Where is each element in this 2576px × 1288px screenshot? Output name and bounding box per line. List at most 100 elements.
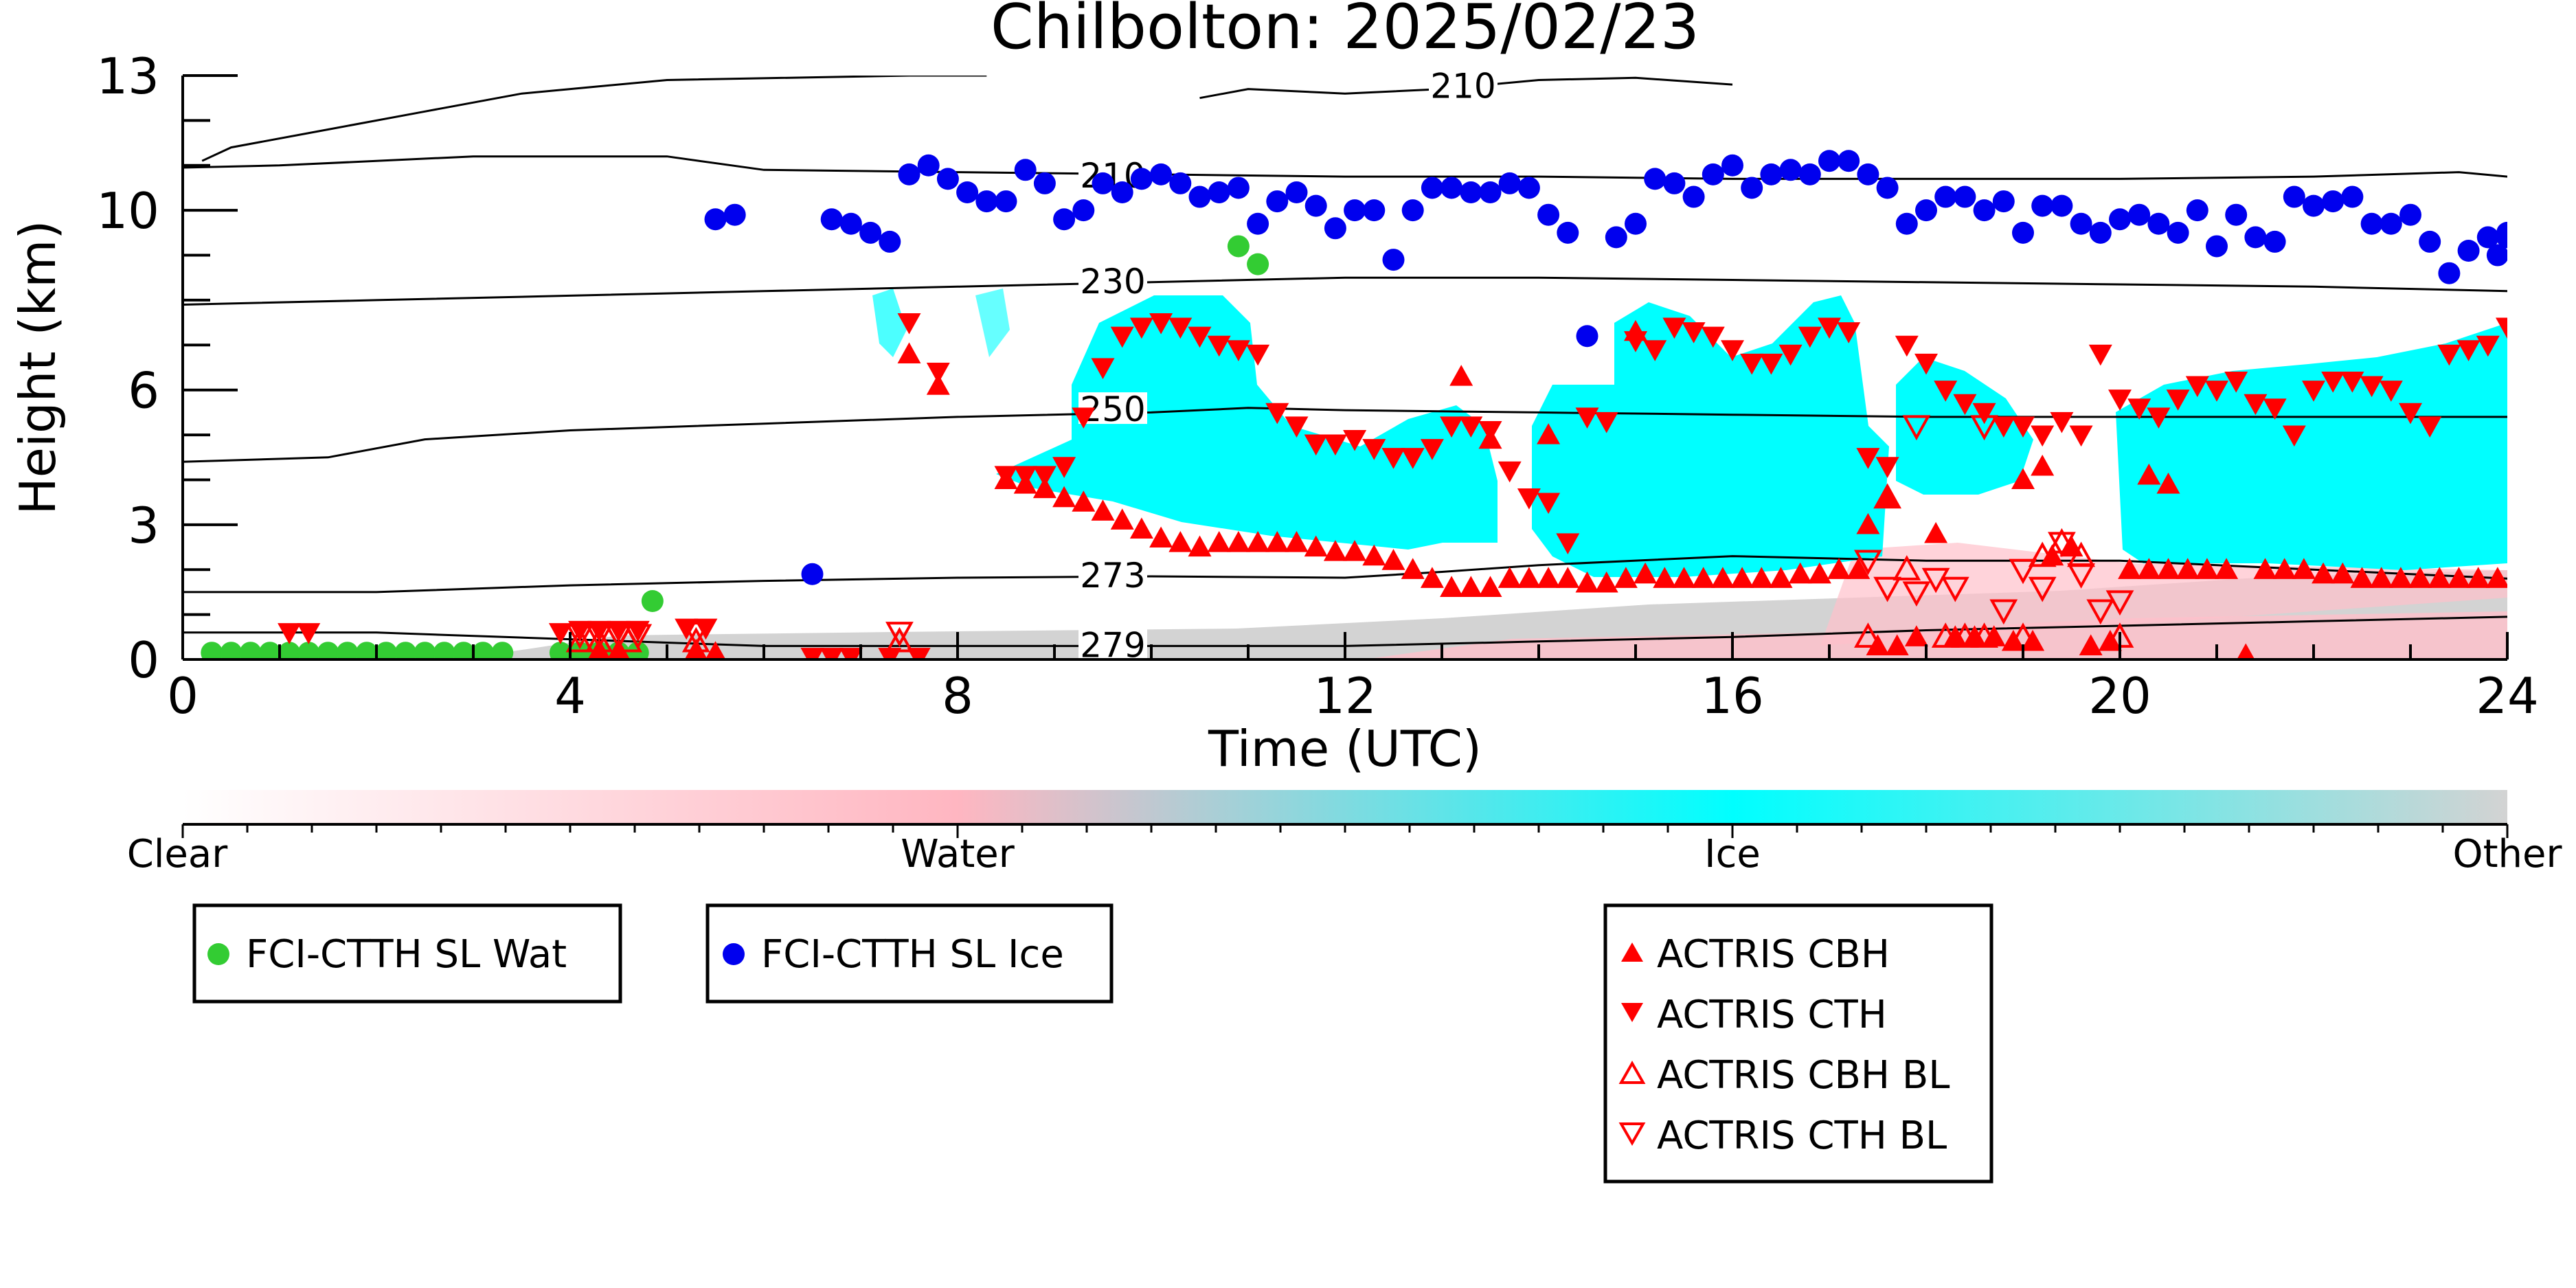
data-point [1363,199,1386,222]
data-point [1401,448,1425,469]
data-point [1207,335,1231,357]
data-point [1702,163,1724,185]
data-point [2438,262,2461,284]
data-point [1227,235,1250,258]
data-point [2070,212,2092,235]
data-point [2028,576,2057,602]
data-point [1807,562,1831,584]
data-point [1818,150,1840,172]
data-point [681,626,710,653]
data-point [1876,177,1899,199]
data-point [2215,558,2239,579]
data-point [1401,199,1424,222]
data-point [472,642,495,659]
data-point [2067,563,2095,589]
x-axis-label: Time (UTC) [1208,720,1482,778]
data-point [926,374,950,395]
data-point [1904,625,1928,646]
data-point [1091,499,1115,521]
data-point [2380,212,2402,235]
data-point [1149,526,1173,548]
data-point [549,642,572,659]
data-point [1324,217,1346,240]
data-point [2048,532,2076,558]
data-point [2272,558,2296,579]
data-point [1856,512,1880,534]
data-point [1110,508,1134,530]
legend-wat-frame [192,903,622,1004]
data-point [2322,190,2345,213]
data-point [1991,416,2015,438]
data-point [2137,558,2161,579]
data-point [1449,365,1473,386]
data-point [1951,622,1979,648]
legend-actris: ACTRIS CBH ACTRIS CTH ACTRIS CBH BL ACTR… [1603,903,1993,1184]
data-point [1188,326,1212,348]
data-point [1856,448,1880,469]
data-point [1556,567,1580,588]
data-point [1605,226,1627,249]
x-tick-label: 24 [2476,667,2539,725]
data-point [220,642,242,659]
data-point [1972,403,1996,425]
data-point [995,190,1017,213]
data-point [1208,181,1230,203]
data-point [2399,203,2421,226]
data-point [1052,457,1076,478]
data-point [879,230,901,253]
data-point [1304,535,1328,557]
data-point [1575,571,1599,593]
data-point [2089,221,2112,244]
data-point [1479,181,1502,203]
legend-wat: FCI-CTTH SL Wat [192,903,622,1004]
data-point [1014,159,1037,181]
data-point [585,624,613,650]
data-point [2302,381,2325,402]
data-point [1902,415,1931,441]
data-point [820,648,844,659]
data-point [1788,562,1812,584]
data-point [1895,335,1919,357]
data-point [1092,172,1114,194]
x-tick-label: 4 [554,667,586,725]
data-point [1575,407,1599,429]
data-point [1827,558,1851,579]
data-point [2009,558,2037,585]
data-point [1902,581,1931,607]
data-point [1285,181,1308,203]
data-point [1498,172,1521,194]
y-axis-ticks: 0 3 6 10 13 [96,47,238,689]
contour-label-bg [1078,264,1147,296]
data-point [1517,177,1540,199]
data-point [1129,317,1153,339]
data-point [1973,199,1996,222]
data-point [723,203,746,226]
data-point [1857,163,1879,185]
data-point [2283,185,2305,208]
data-point [1517,488,1541,510]
data-point [2147,212,2170,235]
data-point [1873,576,1901,602]
data-point [2128,203,2151,226]
contour-line [183,155,2507,180]
data-point [2292,558,2316,579]
data-point [2447,567,2471,588]
data-point [1032,477,1057,499]
data-point [491,642,514,659]
colorbar: Clear Water Ice Other [127,790,2562,877]
data-point [258,642,281,659]
data-point [1970,622,1998,648]
data-point [2244,226,2267,249]
data-point [2156,558,2180,579]
data-point [1941,576,1969,602]
data-point [1111,181,1133,203]
data-point [1701,326,1725,348]
series-layer [201,150,2507,659]
data-point [1798,163,1821,185]
data-point [1110,326,1134,348]
data-point [2476,226,2499,249]
data-point [1895,212,1918,235]
data-point [800,648,824,659]
y-tick-label: 0 [128,631,159,689]
data-point [1285,416,1309,438]
